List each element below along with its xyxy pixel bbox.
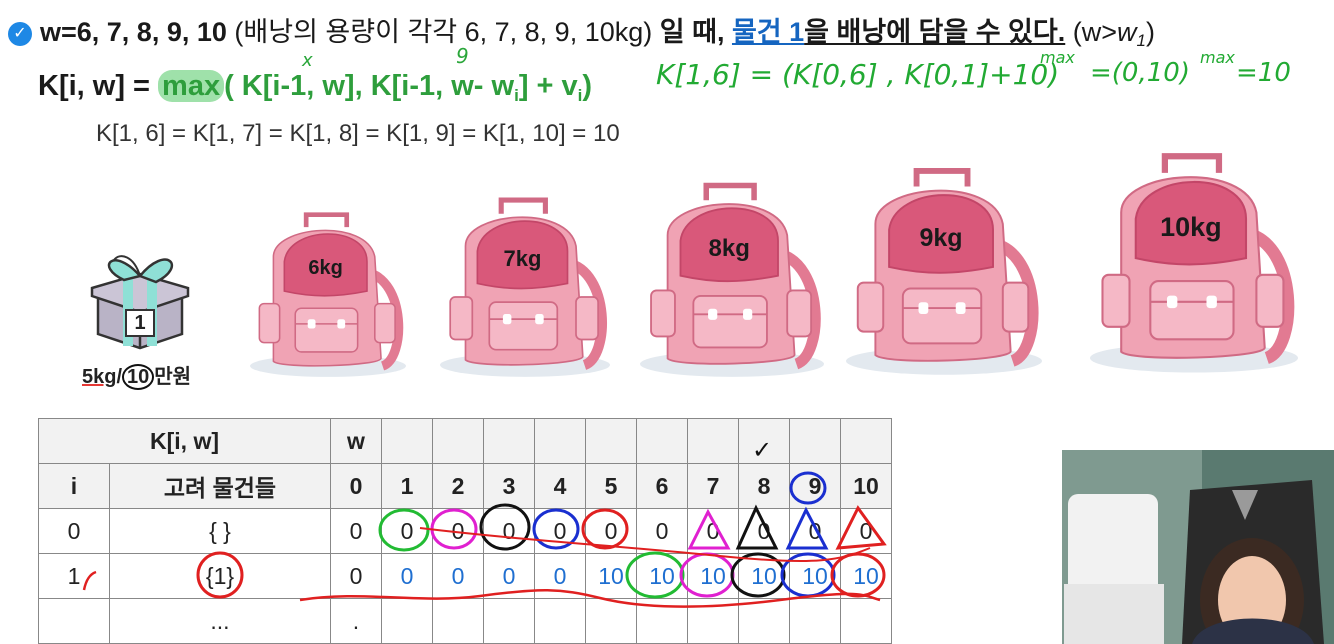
table-cell-i: 1 <box>38 553 110 599</box>
table-cell-value: 0 <box>534 553 586 599</box>
annotation-nine-mark: 9 <box>456 44 469 68</box>
annotation-max-2: max <box>1200 48 1235 67</box>
table-cell-value <box>432 598 484 644</box>
table-w-value: 9 <box>789 463 841 509</box>
backpack-label: 9kg <box>919 223 963 252</box>
table-cell-value: 10 <box>687 553 739 599</box>
table-w-value: 2 <box>432 463 484 509</box>
table-cell-i: 0 <box>38 508 110 554</box>
backpack-label: 10kg <box>1160 212 1222 243</box>
annotation-handwritten-formula: K[1,6] = (K[0,6] , K[0,1]+10) <box>656 58 1060 91</box>
header-line: ✓ w=6, 7, 8, 9, 10 (배낭의 용량이 각각 6, 7, 8, 9… <box>8 10 1155 50</box>
check-circle-icon: ✓ <box>8 22 32 46</box>
table-w-value: 1 <box>381 463 433 509</box>
gift-weight: 5kg <box>82 366 117 388</box>
table-row: 0{ } 0 0 0 0 0 0 0 0 0 0 0 <box>38 508 892 554</box>
table-col-i: i <box>38 463 110 509</box>
table-cell-value <box>483 598 535 644</box>
table-cell-value: 10 <box>738 553 790 599</box>
table-cell-items: {1} <box>109 553 331 599</box>
table-w-head: w <box>330 418 382 464</box>
table-cell-value: 0 <box>432 553 484 599</box>
table-cell-value: 0 <box>483 553 535 599</box>
backpack-10kg: 10kg <box>1090 150 1298 379</box>
table-cell-value: 0 <box>840 508 892 554</box>
formula-lhs: K[i, w] = <box>38 70 150 102</box>
table-w-value: 3 <box>483 463 535 509</box>
gift-value: 10 <box>122 364 155 390</box>
recurrence-formula: K[i, w] = max( K[i-1, w], K[i-1, w- wi] … <box>38 70 592 106</box>
annotation-max-1: max <box>1040 48 1075 67</box>
table-cell-value: 0 <box>534 508 586 554</box>
table-w-value: 0 <box>330 463 382 509</box>
table-w-value: 7 <box>687 463 739 509</box>
annotation-check-mark: ✓ <box>752 436 773 464</box>
annotation-handwritten-result: =(0,10) <box>1090 58 1190 88</box>
header-mid: 일 때, <box>659 17 725 47</box>
table-cell-value: 0 <box>636 508 688 554</box>
table-w-value: 10 <box>840 463 892 509</box>
result-line: K[1, 6] = K[1, 7] = K[1, 8] = K[1, 9] = … <box>96 120 620 147</box>
table-cell-value <box>789 598 841 644</box>
table-cell-value: 0 <box>381 553 433 599</box>
table-cell-items: ... <box>109 598 331 644</box>
backpack-9kg: 9kg <box>846 165 1042 381</box>
table-cell-value: 10 <box>585 553 637 599</box>
table-cell-value <box>840 598 892 644</box>
table-w-value: 4 <box>534 463 586 509</box>
annotation-handwritten-final: =10 <box>1236 58 1291 88</box>
table-cell-value: 0 <box>483 508 535 554</box>
table-top-left: K[i, w] <box>38 418 331 464</box>
backpack-label: 6kg <box>308 256 343 279</box>
table-w-value: 6 <box>636 463 688 509</box>
table-cell-value: 0 <box>585 508 637 554</box>
backpack-6kg: 6kg <box>250 210 406 382</box>
backpack-7kg: 7kg <box>440 195 610 382</box>
header-weights: w=6, 7, 8, 9, 10 <box>40 17 227 47</box>
table-w-value: 5 <box>585 463 637 509</box>
gift-box-icon: 1 <box>84 236 196 356</box>
webcam-video <box>1062 450 1334 644</box>
table-cell-value: 10 <box>636 553 688 599</box>
table-cell-value: 0 <box>789 508 841 554</box>
table-cell-value: 0 <box>330 508 382 554</box>
header-tail: 을 배낭에 담을 수 있다. <box>804 17 1066 47</box>
table-header-row-2: i 고려 물건들 0 1 2 3 4 5 6 7 8 9 10 <box>38 463 892 509</box>
table-cell-value: 0 <box>381 508 433 554</box>
table-cell-value <box>585 598 637 644</box>
table-cell-value <box>636 598 688 644</box>
table-cell-value: 0 <box>687 508 739 554</box>
backpack-8kg: 8kg <box>640 180 824 382</box>
formula-rhs: max( K[i-1, w], K[i-1, w- wi] + vi) <box>158 70 592 105</box>
backpack-label: 8kg <box>708 235 750 263</box>
table-cell-value: 10 <box>840 553 892 599</box>
header-condition: (w>w1) <box>1072 17 1155 50</box>
header-item: 물건 1 <box>731 17 805 47</box>
table-cell-value <box>381 598 433 644</box>
gift-number: 1 <box>134 312 146 334</box>
table-header-row-1: K[i, w] w <box>38 418 892 464</box>
table-cell-value: 10 <box>789 553 841 599</box>
annotation-x-mark: x <box>302 50 313 71</box>
backpack-label: 7kg <box>503 246 542 271</box>
gift-caption: 5kg/10 만원 <box>82 364 192 390</box>
header-capacity-note: (배낭의 용량이 각각 6, 7, 8, 9, 10kg) <box>234 17 653 47</box>
table-w-value: 8 <box>738 463 790 509</box>
table-cell-value: 0 <box>330 553 382 599</box>
table-col-items: 고려 물건들 <box>109 463 331 509</box>
table-cell-value <box>534 598 586 644</box>
table-cell-value: . <box>330 598 382 644</box>
table-cell-value: 0 <box>432 508 484 554</box>
table-row: .... <box>38 598 892 644</box>
gift-unit: 만원 <box>154 366 192 388</box>
table-cell-value <box>738 598 790 644</box>
table-cell-items: { } <box>109 508 331 554</box>
table-cell-i <box>38 598 110 644</box>
table-cell-value <box>687 598 739 644</box>
table-row: 1 {1} 0 0 0 0 0 10 10 10 10 10 10 <box>38 553 892 599</box>
table-cell-value: 0 <box>738 508 790 554</box>
